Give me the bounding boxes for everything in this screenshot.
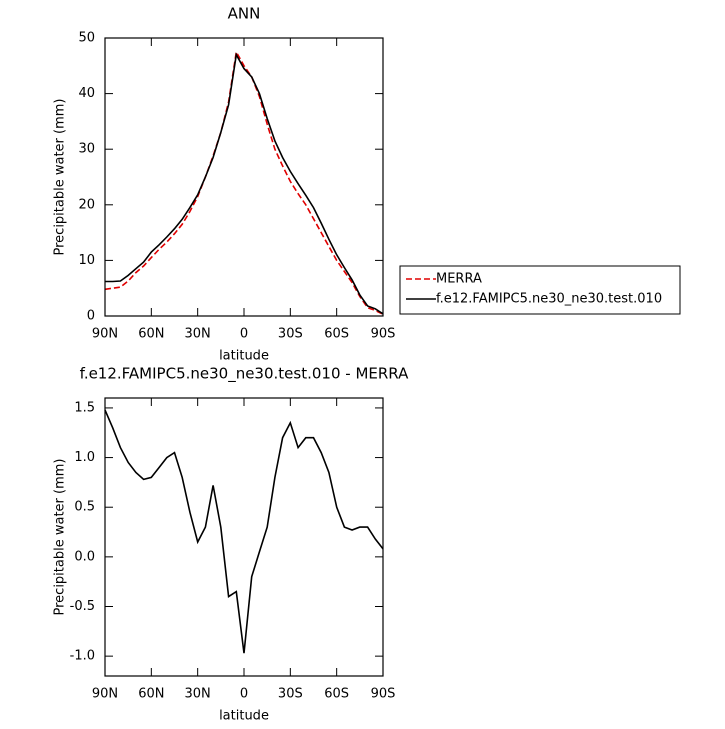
chart-title: f.e12.FAMIPC5.ne30_ne30.test.010 - MERRA xyxy=(80,365,409,384)
y-tick-label: 20 xyxy=(78,197,95,212)
y-tick-label: 10 xyxy=(78,253,95,268)
legend-label: MERRA xyxy=(436,272,482,287)
x-tick-label: 30N xyxy=(185,687,211,702)
x-tick-label: 90N xyxy=(92,327,118,342)
y-tick-label: 40 xyxy=(78,86,95,101)
y-tick-label: 0.0 xyxy=(74,549,95,564)
x-tick-label: 60N xyxy=(138,327,164,342)
x-tick-label: 60N xyxy=(138,687,164,702)
x-tick-label: 90S xyxy=(371,327,396,342)
plot-frame xyxy=(104,37,384,317)
x-tick-label: 90S xyxy=(371,687,396,702)
y-tick-label: 1.0 xyxy=(74,450,95,465)
y-tick-label: 50 xyxy=(78,31,95,46)
y-tick-label: 0 xyxy=(87,309,95,324)
y-axis-label: Precipitable water (mm) xyxy=(53,459,68,616)
data-line xyxy=(105,52,384,315)
x-tick-label: 0 xyxy=(240,327,248,342)
x-tick-label: 0 xyxy=(240,687,248,702)
x-tick-label: 30N xyxy=(185,327,211,342)
x-tick-label: 30S xyxy=(278,327,303,342)
plot-frame xyxy=(104,397,384,677)
chart-title: ANN xyxy=(228,5,261,23)
y-tick-label: 1.5 xyxy=(74,400,95,415)
y-tick-label: 0.5 xyxy=(74,500,95,515)
x-tick-label: 60S xyxy=(324,327,349,342)
data-line xyxy=(104,49,384,316)
x-axis-label: latitude xyxy=(219,349,269,364)
y-tick-label: -0.5 xyxy=(70,599,95,614)
legend-label: f.e12.FAMIPC5.ne30_ne30.test.010 xyxy=(436,292,662,307)
x-tick-label: 90N xyxy=(92,687,118,702)
x-axis-label: latitude xyxy=(219,709,269,724)
y-tick-label: -1.0 xyxy=(70,649,95,664)
y-axis-label: Precipitable water (mm) xyxy=(53,99,68,256)
x-tick-label: 30S xyxy=(278,687,303,702)
y-tick-label: 30 xyxy=(78,142,95,157)
legend-box xyxy=(399,265,681,315)
data-line xyxy=(104,409,384,654)
x-tick-label: 60S xyxy=(324,687,349,702)
